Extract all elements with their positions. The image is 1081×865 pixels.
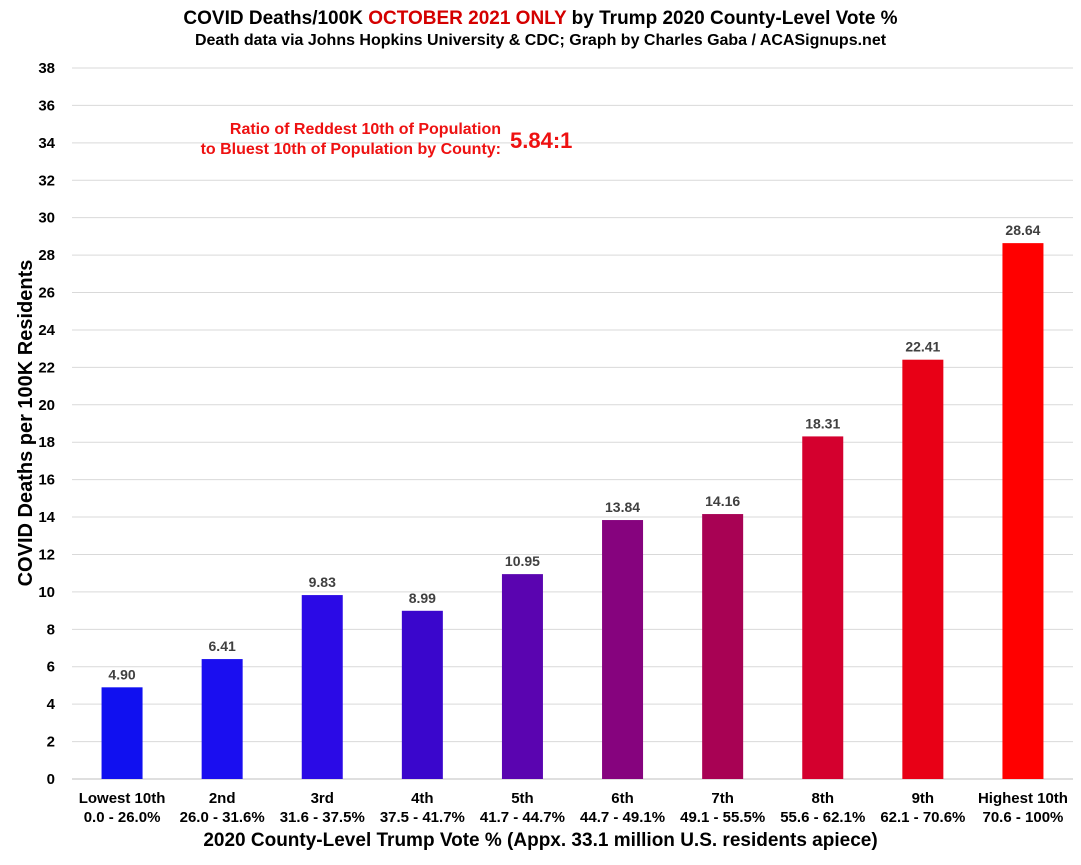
y-tick-label: 36 xyxy=(38,97,55,114)
y-tick-label: 4 xyxy=(47,696,56,713)
x-tick-range-label: 31.6 - 37.5% xyxy=(280,809,365,826)
x-tick-label: 7th xyxy=(711,790,734,807)
ratio-annotation-line1: Ratio of Reddest 10th of Population xyxy=(229,121,501,138)
data-label: 18.31 xyxy=(805,415,840,431)
y-tick-label: 32 xyxy=(38,172,55,189)
bar xyxy=(802,436,844,779)
ratio-value: 5.84:1 xyxy=(510,128,573,153)
chart-title: COVID Deaths/100K OCTOBER 2021 ONLY by T… xyxy=(0,8,1081,30)
bar xyxy=(401,610,443,779)
data-label: 28.64 xyxy=(1005,222,1040,238)
y-tick-label: 28 xyxy=(38,247,55,264)
x-tick-range-label: 0.0 - 26.0% xyxy=(84,809,161,826)
y-axis-label: COVID Deaths per 100K Residents xyxy=(15,259,37,587)
x-tick-range-label: 26.0 - 31.6% xyxy=(180,809,265,826)
y-tick-label: 24 xyxy=(38,322,55,339)
y-tick-label: 8 xyxy=(47,621,55,638)
y-tick-label: 16 xyxy=(38,472,55,489)
y-tick-label: 6 xyxy=(47,659,55,676)
x-tick-range-label: 70.6 - 100% xyxy=(983,809,1064,826)
x-tick-label: 8th xyxy=(812,790,835,807)
x-tick-label: 4th xyxy=(411,790,434,807)
y-tick-label: 14 xyxy=(38,509,55,526)
x-tick-label: 5th xyxy=(511,790,534,807)
x-tick-range-label: 44.7 - 49.1% xyxy=(580,809,665,826)
x-tick-range-label: 55.6 - 62.1% xyxy=(780,809,865,826)
data-label: 10.95 xyxy=(505,553,540,569)
y-tick-label: 22 xyxy=(38,359,55,376)
y-tick-label: 34 xyxy=(38,135,55,152)
chart-subtitle: Death data via Johns Hopkins University … xyxy=(194,32,887,49)
x-tick-label: 2nd xyxy=(209,790,236,807)
data-label: 13.84 xyxy=(605,499,640,515)
bar xyxy=(301,595,343,779)
data-label: 4.90 xyxy=(108,666,135,682)
x-tick-range-label: 37.5 - 41.7% xyxy=(380,809,465,826)
bar xyxy=(602,520,644,779)
x-tick-range-label: 62.1 - 70.6% xyxy=(880,809,965,826)
data-label: 9.83 xyxy=(309,574,336,590)
y-tick-label: 26 xyxy=(38,285,55,302)
ratio-annotation: Ratio of Reddest 10th of Population to B… xyxy=(201,120,501,160)
y-tick-label: 30 xyxy=(38,210,55,227)
x-tick-label: Highest 10th xyxy=(978,790,1068,807)
y-tick-label: 20 xyxy=(38,397,55,414)
x-axis-label: 2020 County-Level Trump Vote % (Appx. 33… xyxy=(203,830,878,851)
data-label: 14.16 xyxy=(705,493,740,509)
bar xyxy=(1002,243,1044,780)
data-label: 8.99 xyxy=(409,590,436,606)
y-tick-label: 18 xyxy=(38,434,55,451)
x-tick-range-label: 41.7 - 44.7% xyxy=(480,809,565,826)
x-tick-label: 6th xyxy=(611,790,634,807)
bar xyxy=(702,514,744,779)
bar xyxy=(201,659,243,779)
data-label: 6.41 xyxy=(209,638,236,654)
bar xyxy=(101,687,143,779)
chart-title-highlight: OCTOBER 2021 ONLY xyxy=(368,8,567,29)
y-tick-label: 2 xyxy=(47,734,55,751)
y-tick-label: 10 xyxy=(38,584,55,601)
chart-title-post: by Trump 2020 County-Level Vote % xyxy=(566,8,898,29)
y-tick-label: 38 xyxy=(38,60,55,77)
chart-title-pre: COVID Deaths/100K xyxy=(183,8,369,29)
bar xyxy=(902,359,944,779)
x-tick-label: Lowest 10th xyxy=(79,790,166,807)
x-tick-range-label: 49.1 - 55.5% xyxy=(680,809,765,826)
y-tick-label: 0 xyxy=(47,771,55,788)
data-label: 22.41 xyxy=(905,339,940,355)
bar xyxy=(501,574,543,779)
x-tick-label: 9th xyxy=(912,790,935,807)
y-tick-label: 12 xyxy=(38,546,55,563)
x-tick-label: 3rd xyxy=(311,790,334,807)
ratio-annotation-line2: to Bluest 10th of Population by County: xyxy=(200,141,501,158)
